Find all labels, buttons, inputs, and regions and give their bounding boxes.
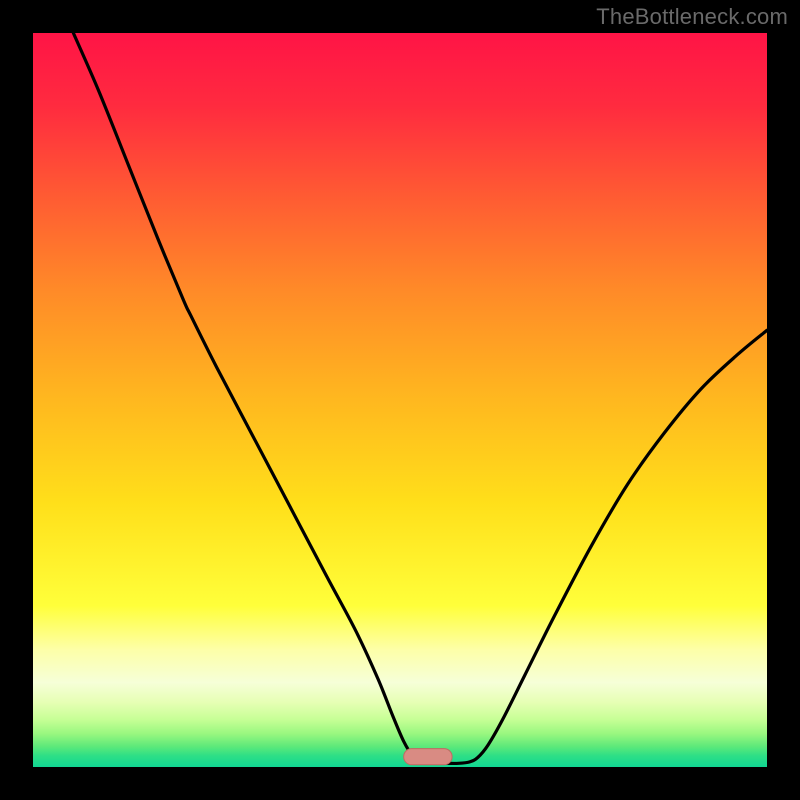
bottleneck-chart <box>0 0 800 800</box>
gradient-background <box>33 33 767 767</box>
optimal-point-marker <box>404 749 452 765</box>
watermark-text: TheBottleneck.com <box>596 4 788 30</box>
chart-container: TheBottleneck.com <box>0 0 800 800</box>
